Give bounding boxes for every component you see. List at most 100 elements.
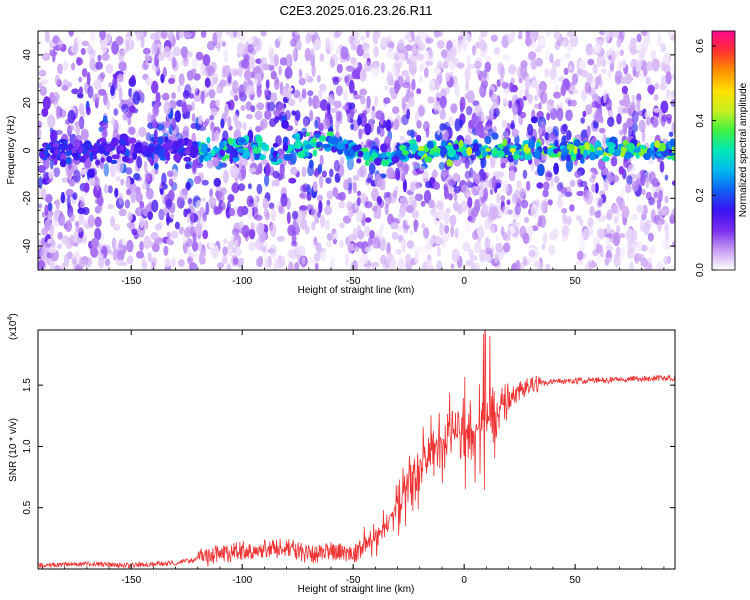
spectrogram-cell: [313, 252, 321, 262]
spectrogram-cell: [166, 212, 170, 226]
spectrogram-cell: [112, 248, 119, 261]
spectrogram-cell: [538, 102, 542, 110]
spectrogram-cell: [240, 257, 244, 266]
spectrogram-cell: [449, 71, 454, 78]
spectrogram-cell: [425, 242, 433, 250]
spectrogram-cell: [500, 65, 505, 78]
spectrogram-cell: [133, 173, 141, 181]
spectrogram-cell: [419, 63, 424, 73]
spectrogram-cell: [464, 67, 471, 81]
spectrogram-cell: [503, 242, 511, 253]
spectrogram-cell: [256, 102, 265, 111]
spectrogram-cell: [187, 197, 193, 205]
spectrogram-cell: [594, 111, 603, 123]
spectrogram-cell: [319, 175, 324, 189]
spectrogram-cell: [450, 263, 455, 270]
spectrogram-cell: [81, 40, 90, 47]
spectrogram-cell: [254, 73, 262, 86]
spectrogram-cell: [547, 133, 555, 142]
spectrogram-cell: [434, 236, 441, 245]
spectrogram-cell: [371, 108, 376, 121]
spectrogram-cell: [307, 90, 314, 97]
spectrogram-cell: [363, 225, 371, 237]
spectrogram-cell: [646, 61, 653, 71]
spectrogram-cell: [38, 260, 46, 269]
spectrogram-cell: [288, 261, 294, 270]
spectrogram-cell: [660, 43, 667, 53]
spectrogram-cell: [53, 167, 61, 178]
spectrogram-ridge-cell: [338, 136, 343, 143]
spectrogram-cell: [663, 51, 670, 66]
spectrogram-ridge-cell: [238, 138, 247, 144]
spectrogram-cell: [508, 100, 513, 109]
spectrogram-cell: [170, 133, 177, 142]
spectrogram-ridge-cell: [424, 156, 433, 163]
spectrogram-cell: [510, 31, 516, 38]
spectrogram-cell: [632, 66, 637, 77]
spectrogram-cell: [128, 126, 136, 136]
spectrogram-cell: [484, 178, 489, 191]
spectrogram-ridge-cell: [105, 147, 112, 153]
spectrogram-cell: [290, 38, 297, 47]
x-tick-label: 0: [461, 276, 467, 287]
spectrogram-cell: [653, 94, 659, 101]
spectrogram-cell: [268, 202, 275, 209]
spectrogram-cell: [540, 91, 548, 104]
spectrogram-ridge-cell: [622, 139, 629, 146]
spectrogram-cell: [294, 262, 300, 270]
spectrogram-cell: [626, 175, 633, 186]
spectrogram-cell: [613, 215, 619, 224]
spectrogram-cell: [83, 182, 90, 193]
spectrogram-cell: [111, 237, 117, 250]
spectrogram-cell: [324, 205, 333, 216]
spectrogram-cell: [462, 241, 471, 252]
spectrogram-cell: [125, 39, 130, 52]
spectrogram-cell: [178, 259, 185, 267]
spectrogram-cell: [562, 212, 567, 225]
spectrogram-cell: [450, 103, 458, 114]
spectrogram-cell: [359, 113, 367, 127]
spectrogram-cell: [530, 80, 539, 89]
spectrogram-cell: [423, 227, 430, 239]
spectrogram-cell: [372, 206, 379, 212]
spectrogram-cell: [80, 47, 86, 56]
spectrogram-ridge-cell: [237, 148, 245, 153]
spectrogram-cell: [598, 127, 606, 134]
spectrogram-cell: [457, 39, 462, 53]
spectrogram-cell: [495, 179, 502, 186]
spectrogram-cell: [387, 213, 394, 225]
spectrogram-cell: [476, 69, 481, 76]
spectrogram-cell: [99, 72, 106, 80]
spectrogram-cell: [413, 219, 418, 233]
spectrogram-cell: [151, 80, 159, 94]
spectrogram-cell: [77, 92, 84, 99]
spectrogram-cell: [357, 116, 363, 126]
spectrogram-cell: [603, 179, 609, 191]
spectrogram-cell: [54, 74, 60, 86]
spectrogram-cell: [552, 266, 558, 270]
y-tick-label: 20: [22, 97, 33, 109]
spectrogram-cell: [453, 158, 462, 167]
spectrogram-cell: [315, 242, 322, 254]
spectrogram-cell: [374, 95, 378, 107]
spectrogram-ridge-cell: [417, 146, 425, 152]
spectrogram-ridge-cell: [153, 162, 159, 170]
spectrogram-cell: [221, 41, 226, 47]
spectrogram-cell: [490, 34, 498, 42]
spectrogram-cell: [553, 91, 562, 99]
spectrogram-ridge-cell: [146, 145, 155, 153]
spectrogram-cell: [502, 231, 508, 241]
spectrogram-ridge-cell: [297, 151, 306, 159]
spectrogram-cell: [647, 84, 655, 95]
spectrogram-cell: [619, 49, 624, 56]
spectrogram-cell: [201, 248, 206, 260]
spectrogram-cell: [415, 134, 422, 143]
spectrogram-ridge-cell: [272, 142, 279, 148]
spectrogram-ridge-cell: [219, 141, 225, 149]
spectrogram-cell: [224, 103, 229, 117]
spectrogram-cell: [217, 262, 224, 269]
spectrogram-cell: [191, 58, 198, 68]
spectrogram-cell: [385, 119, 392, 132]
spectrogram-cell: [278, 36, 282, 42]
spectrogram-cell: [564, 52, 571, 60]
